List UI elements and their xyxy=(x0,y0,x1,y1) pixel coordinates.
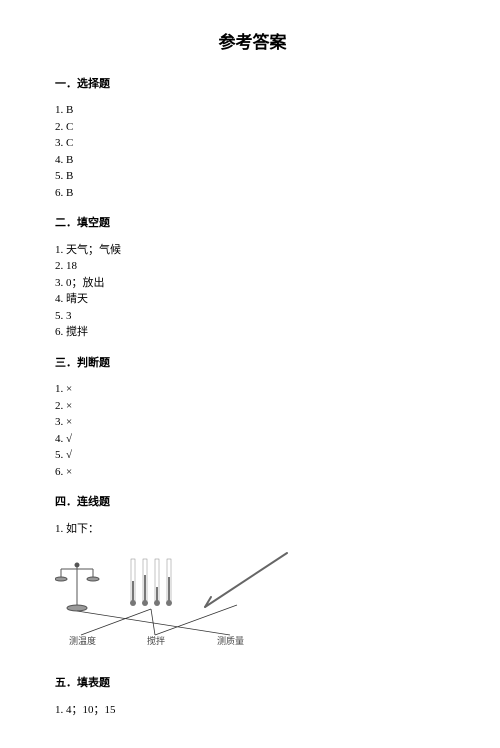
ans-3-3: 3. × xyxy=(55,414,450,431)
thermometer-icon xyxy=(130,559,172,606)
ans-3-2: 2. × xyxy=(55,398,450,415)
ans-2-6: 6. 搅拌 xyxy=(55,324,450,341)
connection-lines xyxy=(77,605,237,635)
ans-3-5: 5. √ xyxy=(55,447,450,464)
section-2-answers: 1. 天气；气候 2. 18 3. 0；放出 4. 晴天 5. 3 6. 搅拌 xyxy=(55,242,450,341)
section-4-line1: 1. 如下： xyxy=(55,521,450,538)
diagram-label-c: 测质量 xyxy=(217,635,244,649)
ans-3-1: 1. × xyxy=(55,381,450,398)
section-3-head: 三．判断题 xyxy=(55,355,450,372)
section-2-head: 二．填空题 xyxy=(55,215,450,232)
ans-1-2: 2. C xyxy=(55,119,450,136)
page-title: 参考答案 xyxy=(55,30,450,56)
connection-diagram: 测温度 搅拌 测质量 xyxy=(55,547,295,657)
section-5-head: 五．填表题 xyxy=(55,675,450,692)
ans-2-5: 5. 3 xyxy=(55,308,450,325)
ans-2-3: 3. 0；放出 xyxy=(55,275,450,292)
ans-2-4: 4. 晴天 xyxy=(55,291,450,308)
section-4-head: 四．连线题 xyxy=(55,494,450,511)
section-3-answers: 1. × 2. × 3. × 4. √ 5. √ 6. × xyxy=(55,381,450,480)
ans-1-5: 5. B xyxy=(55,168,450,185)
ans-1-1: 1. B xyxy=(55,102,450,119)
diagram-label-a: 测温度 xyxy=(69,635,96,649)
section-1-head: 一．选择题 xyxy=(55,76,450,93)
stirring-rod-icon xyxy=(205,553,287,607)
ans-1-4: 4. B xyxy=(55,152,450,169)
section-5-line1: 1. 4；10；15 xyxy=(55,702,450,719)
ans-3-6: 6. × xyxy=(55,464,450,481)
section-1-answers: 1. B 2. C 3. C 4. B 5. B 6. B xyxy=(55,102,450,201)
ans-2-1: 1. 天气；气候 xyxy=(55,242,450,259)
ans-2-2: 2. 18 xyxy=(55,258,450,275)
ans-1-3: 3. C xyxy=(55,135,450,152)
diagram-label-b: 搅拌 xyxy=(147,635,165,649)
balance-scale-icon xyxy=(55,563,99,611)
ans-3-4: 4. √ xyxy=(55,431,450,448)
ans-1-6: 6. B xyxy=(55,185,450,202)
